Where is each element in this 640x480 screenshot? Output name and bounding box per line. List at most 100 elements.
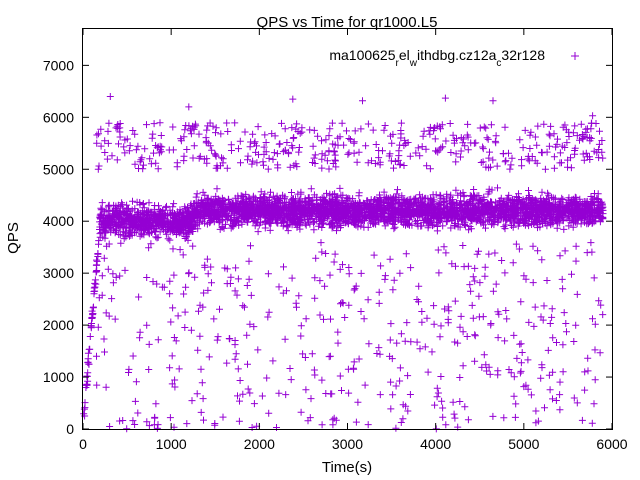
data-point [350, 358, 358, 366]
data-point [441, 305, 449, 313]
data-point [598, 198, 606, 206]
data-point [236, 137, 244, 145]
data-point [264, 165, 272, 173]
data-point [447, 149, 455, 156]
data-point [212, 129, 219, 137]
data-point [102, 309, 110, 317]
data-point [257, 207, 265, 215]
data-point [507, 205, 514, 213]
data-point [302, 386, 310, 394]
data-point [465, 199, 473, 207]
data-point [192, 193, 200, 201]
data-point [258, 392, 266, 400]
data-point [345, 216, 353, 224]
data-point [164, 235, 172, 243]
data-point [492, 139, 500, 147]
data-point [250, 205, 258, 213]
data-point [152, 400, 160, 408]
data-point [330, 258, 338, 266]
data-point [596, 349, 604, 357]
data-point [392, 424, 400, 432]
data-point [101, 223, 109, 231]
data-point [461, 403, 469, 411]
data-point [101, 149, 109, 156]
data-point [257, 188, 265, 196]
data-point [486, 370, 494, 378]
data-point [505, 149, 512, 157]
data-point [424, 222, 432, 230]
data-point [482, 224, 489, 232]
data-point [418, 222, 426, 230]
data-point [528, 153, 536, 160]
data-point [318, 376, 326, 384]
data-point [432, 425, 440, 433]
data-point [225, 196, 233, 203]
data-point [110, 211, 118, 219]
data-point [206, 142, 214, 150]
data-point [396, 200, 404, 208]
data-point [439, 143, 447, 151]
data-point [108, 295, 116, 303]
data-point [475, 195, 483, 203]
data-point [121, 266, 129, 274]
data-point [361, 217, 368, 224]
data-point [251, 222, 259, 230]
data-point [458, 216, 465, 224]
data-point [332, 416, 340, 424]
data-point [526, 131, 534, 139]
data-point [109, 270, 117, 278]
data-point [365, 340, 373, 348]
data-point [241, 303, 248, 311]
data-point [570, 208, 578, 216]
data-point [443, 195, 451, 203]
data-point [478, 363, 486, 371]
data-point [586, 217, 594, 225]
data-point [400, 220, 408, 228]
data-point [501, 158, 509, 166]
data-point [168, 352, 176, 360]
data-point [310, 219, 317, 227]
data-point [438, 397, 446, 405]
data-point [182, 283, 190, 291]
data-point [240, 193, 248, 201]
data-point [105, 217, 113, 224]
data-point [541, 165, 549, 173]
data-point [121, 149, 129, 157]
data-point [578, 416, 586, 424]
data-point [193, 217, 201, 225]
data-point [479, 158, 487, 166]
data-point [350, 138, 358, 146]
data-point [236, 377, 244, 384]
data-point [206, 119, 214, 127]
data-point [340, 212, 348, 220]
data-point [131, 397, 139, 405]
data-point [179, 251, 187, 259]
data-point [156, 228, 164, 236]
data-point [147, 208, 155, 216]
data-point [385, 152, 393, 160]
data-point [469, 213, 477, 221]
data-point [247, 242, 254, 250]
data-point [334, 328, 342, 336]
data-point [336, 133, 344, 141]
data-point [145, 422, 153, 430]
x-tick-label: 4000 [420, 436, 451, 452]
data-point [254, 346, 262, 354]
data-point [282, 198, 290, 206]
data-point [100, 212, 108, 220]
data-point [148, 228, 156, 236]
data-point [273, 213, 281, 221]
data-point [418, 318, 426, 326]
x-tick-label: 2000 [244, 436, 275, 452]
data-point [581, 386, 589, 394]
data-point [565, 128, 573, 136]
data-point [275, 140, 283, 148]
data-point [412, 149, 420, 157]
data-point [415, 210, 423, 218]
data-point [532, 407, 540, 415]
data-point [592, 120, 600, 127]
data-point [298, 124, 306, 132]
data-point [574, 205, 582, 212]
data-point [188, 397, 196, 405]
data-point [318, 248, 326, 256]
